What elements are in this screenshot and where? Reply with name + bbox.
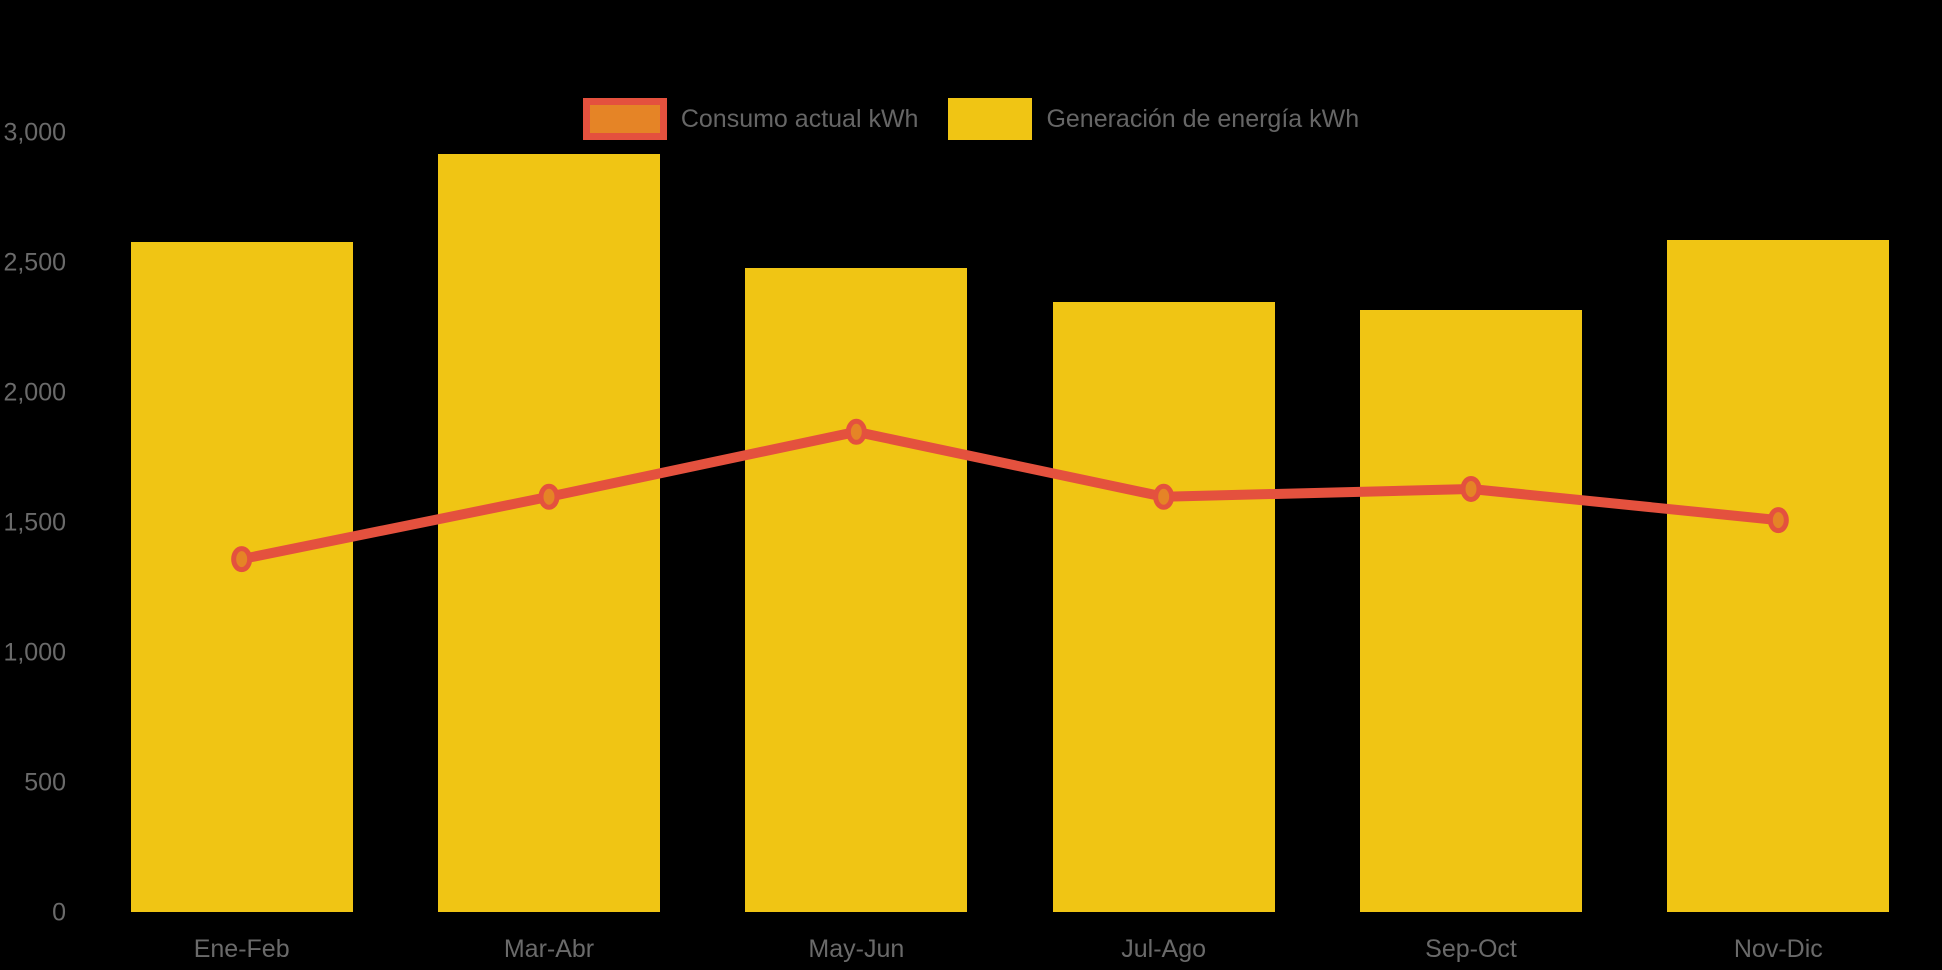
consumo-line — [240, 426, 1779, 565]
line-point-ene-feb — [231, 546, 253, 573]
y-tick-label-2-000: 2,000 — [3, 378, 66, 407]
x-axis-label-sep-oct: Sep-Oct — [1425, 935, 1517, 963]
x-axis-label-may-jun: May-Jun — [808, 935, 905, 963]
legend-item-generacion[interactable]: Generación de energía kWh — [948, 98, 1359, 140]
x-axis-label-mar-abr: Mar-Abr — [503, 935, 595, 963]
line-point-sep-oct — [1460, 475, 1482, 502]
line-point-may-jun — [845, 418, 867, 445]
bar-jul-ago — [1052, 301, 1275, 913]
legend-label-generacion: Generación de energía kWh — [1046, 105, 1360, 133]
line-point-mar-abr — [538, 483, 560, 510]
bar-mar-abr — [438, 153, 660, 913]
legend-swatch-generacion — [948, 98, 1033, 140]
y-tick-label-0: 0 — [52, 898, 66, 926]
y-tick-label-3-000: 3,000 — [3, 118, 66, 147]
bar-ene-feb — [130, 242, 353, 913]
y-tick-label-2-500: 2,500 — [3, 248, 66, 277]
bar-nov-dic — [1667, 239, 1890, 913]
x-axis-label-ene-feb: Ene-Feb — [193, 935, 290, 963]
y-tick-label-1-000: 1,000 — [3, 638, 66, 667]
bar-sep-oct — [1360, 309, 1582, 913]
x-axis-label-nov-dic: Nov-Dic — [1733, 935, 1823, 963]
legend-item-consumo[interactable]: Consumo actual kWh — [582, 98, 919, 140]
line-point-nov-dic — [1767, 507, 1789, 534]
line-point-jul-ago — [1153, 483, 1175, 510]
bar-may-jun — [745, 268, 968, 913]
legend-label-consumo: Consumo actual kWh — [680, 105, 919, 133]
chart-legend: Consumo actual kWh Generación de energía… — [0, 98, 1942, 140]
y-tick-label-1-500: 1,500 — [3, 508, 66, 537]
y-tick-label-500: 500 — [24, 768, 66, 797]
x-axis-label-jul-ago: Jul-Ago — [1121, 935, 1207, 963]
legend-swatch-consumo — [582, 98, 667, 140]
